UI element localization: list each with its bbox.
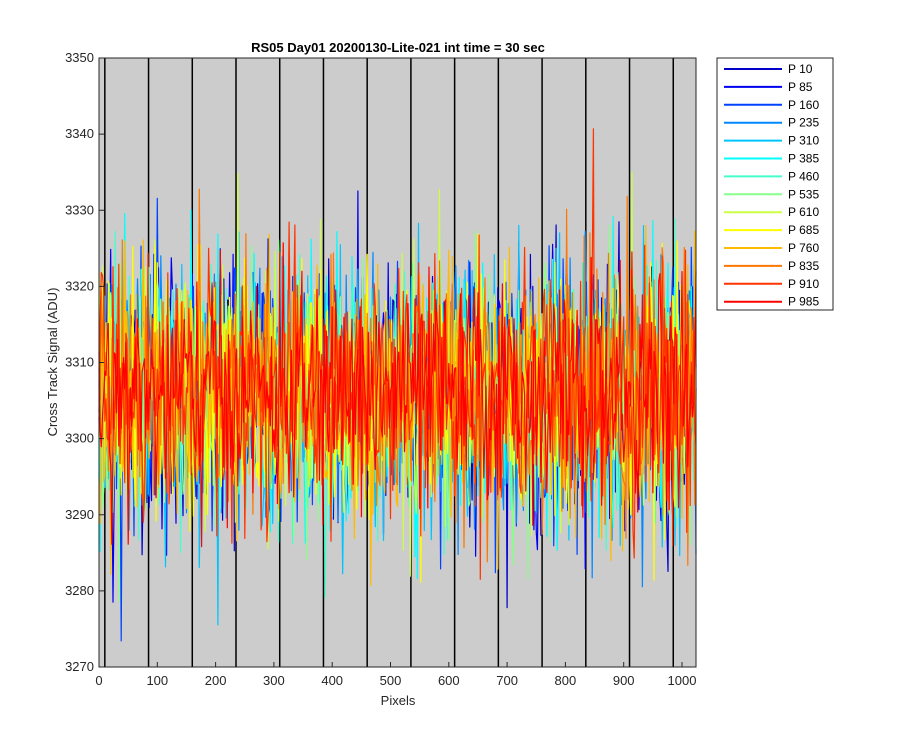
y-tick-label-3270: 3270 [65,659,94,674]
legend-label-p-85: P 85 [788,80,813,94]
legend-label-p-910: P 910 [788,277,819,291]
legend-label-p-985: P 985 [788,295,819,309]
x-tick-label-600: 600 [438,673,460,688]
y-axis: 3270 3280 3290 3300 3310 3320 3330 3340 3350 [65,50,104,674]
y-tick-label-3290: 3290 [65,507,94,522]
legend-label-p-535: P 535 [788,187,819,201]
x-tick-label-300: 300 [263,673,285,688]
x-tick-label-200: 200 [205,673,227,688]
plot-area [98,57,697,668]
y-tick-label-3330: 3330 [65,202,94,217]
x-tick-label-400: 400 [321,673,343,688]
legend-label-p-835: P 835 [788,259,819,273]
x-axis: 0 100 200 300 400 500 600 700 800 900 1000 [95,662,696,688]
chart-title: RS05 Day01 20200130-Lite-021 int time = … [251,40,545,55]
y-tick-label-3300: 3300 [65,431,94,446]
legend-label-p-310: P 310 [788,134,819,148]
legend-label-p-760: P 760 [788,241,819,255]
y-tick-label-3310: 3310 [65,355,94,370]
x-tick-label-1000: 1000 [668,673,697,688]
legend-label-p-460: P 460 [788,169,819,183]
y-tick-label-3320: 3320 [65,278,94,293]
legend-label-p-235: P 235 [788,116,819,130]
legend-box [716,57,834,311]
y-tick-label-3340: 3340 [65,126,94,141]
x-tick-label-0: 0 [95,673,102,688]
legend-label-p-160: P 160 [788,98,819,112]
y-axis-label: Cross Track Signal (ADU) [45,288,60,437]
legend-label-p-610: P 610 [788,205,819,219]
x-tick-label-900: 900 [613,673,635,688]
legend-label-p-385: P 385 [788,152,819,166]
x-axis-label: Pixels [381,693,416,708]
series-layer [98,128,697,642]
x-tick-label-500: 500 [380,673,402,688]
y-tick-label-3350: 3350 [65,50,94,65]
y-tick-label-3280: 3280 [65,583,94,598]
series-line-p-985 [98,242,697,548]
series-line-p-835 [98,188,697,566]
legend-label-p-685: P 685 [788,223,819,237]
x-tick-label-100: 100 [146,673,168,688]
x-tick-label-700: 700 [496,673,518,688]
x-tick-label-800: 800 [555,673,577,688]
legend: P 10 P 85 P 160 P 235 P 310 P 385 P 460 P 535 P … [716,57,834,311]
legend-label-p-10: P 10 [788,62,813,76]
